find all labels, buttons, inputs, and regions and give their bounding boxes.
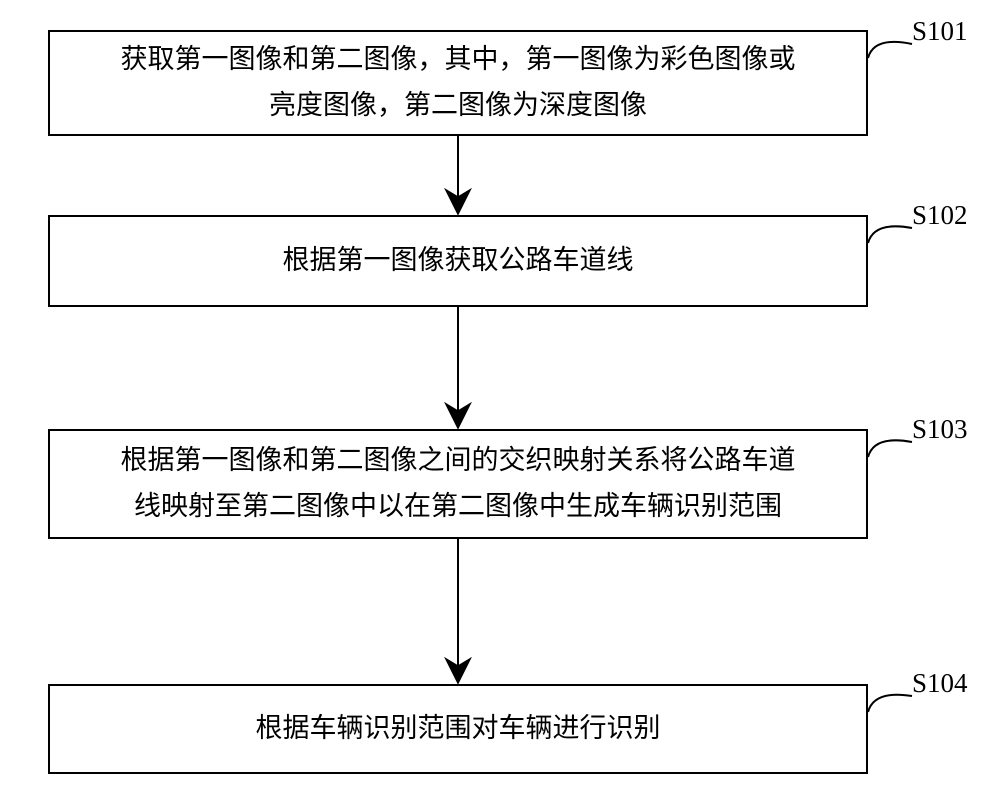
step-label-3: S103: [912, 414, 968, 445]
flow-node-4: 根据车辆识别范围对车辆进行识别: [48, 684, 868, 774]
flow-node-text: 根据车辆识别范围对车辆进行识别: [256, 706, 661, 752]
label-connector-2: [868, 226, 912, 243]
flow-node-3: 根据第一图像和第二图像之间的交织映射关系将公路车道线映射至第二图像中以在第二图像…: [48, 429, 868, 539]
flow-node-text: 获取第一图像和第二图像，其中，第一图像为彩色图像或亮度图像，第二图像为深度图像: [121, 37, 796, 129]
label-connector-1: [868, 42, 912, 58]
step-label-4: S104: [912, 668, 968, 699]
flow-node-text: 根据第一图像和第二图像之间的交织映射关系将公路车道线映射至第二图像中以在第二图像…: [121, 438, 796, 530]
flow-node-2: 根据第一图像获取公路车道线: [48, 215, 868, 307]
step-label-1: S101: [912, 16, 968, 47]
flowchart-canvas: 获取第一图像和第二图像，其中，第一图像为彩色图像或亮度图像，第二图像为深度图像 S…: [0, 0, 1000, 811]
label-connector-3: [868, 440, 912, 457]
step-label-2: S102: [912, 200, 968, 231]
flow-node-text: 根据第一图像获取公路车道线: [283, 238, 634, 284]
label-connector-4: [868, 695, 912, 712]
flow-node-1: 获取第一图像和第二图像，其中，第一图像为彩色图像或亮度图像，第二图像为深度图像: [48, 30, 868, 136]
